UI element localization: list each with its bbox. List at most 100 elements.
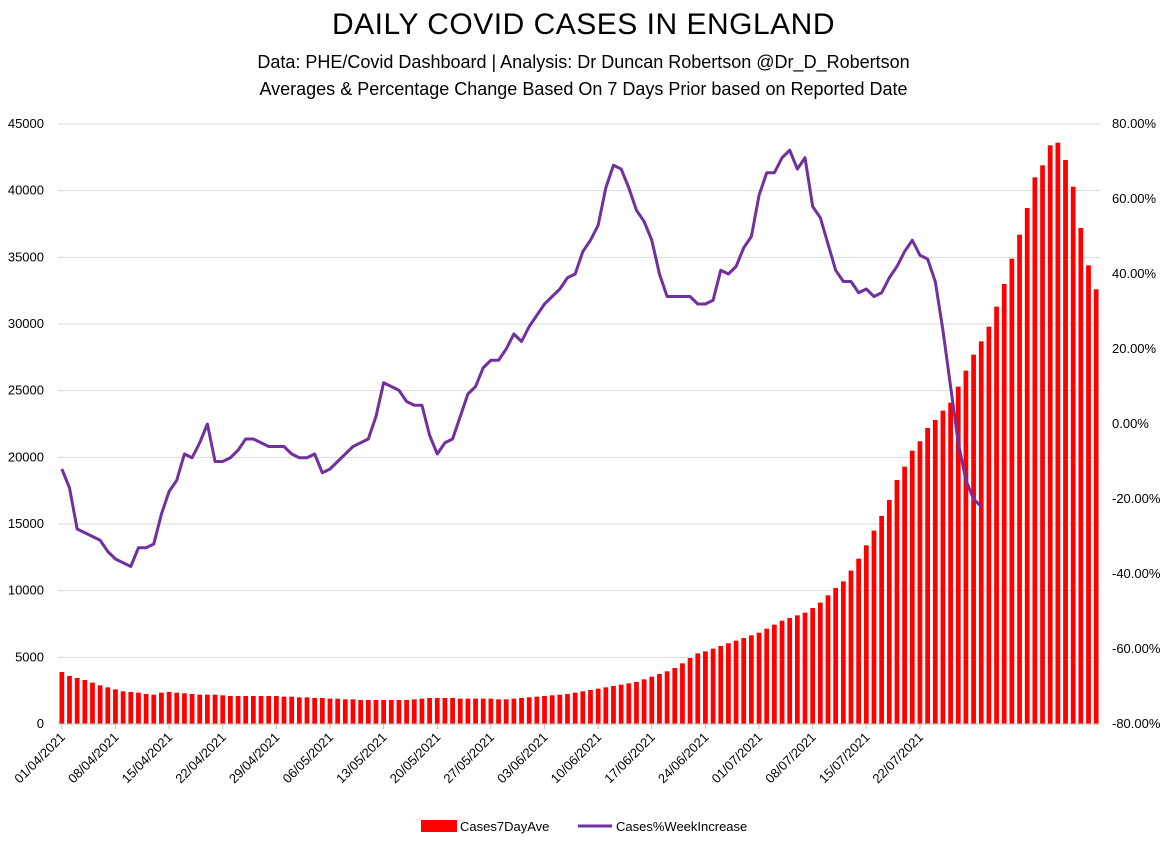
bar [825,595,831,724]
bar [136,692,141,724]
bar [986,326,992,724]
bar [971,354,976,724]
y-right-tick-label: 60.00% [1112,191,1157,206]
bar [955,386,961,724]
bar [802,612,808,724]
bar [511,698,517,724]
bar [1078,228,1084,724]
bar [312,698,318,724]
bar [542,696,547,724]
bar [1040,165,1045,725]
y-right-tick-label: 0.00% [1112,416,1149,431]
bar [557,694,563,724]
bar [296,697,302,724]
bar [925,428,930,724]
bar [67,676,72,724]
bar [434,698,440,724]
bar [526,697,532,724]
bar [82,680,88,724]
x-tick-label: 01/04/2021 [11,730,68,787]
bar [266,696,272,724]
bar [480,698,486,724]
bar [419,698,425,724]
bar [833,588,839,724]
bar [917,441,923,724]
y-right-tick-label: -40.00% [1112,566,1161,581]
bar [1063,160,1068,724]
bar [496,699,501,724]
bar [978,341,984,724]
bar [411,699,417,724]
y-right-tick-label: 80.00% [1112,116,1157,131]
bar [197,694,203,724]
bar [948,402,953,724]
bar [741,638,747,724]
x-tick-label: 08/04/2021 [65,730,122,787]
y-right-tick-label: 40.00% [1112,266,1157,281]
bar [710,648,716,724]
bar [258,696,264,724]
x-tick-label: 13/05/2021 [333,730,390,787]
bar [59,672,65,724]
bar [994,306,999,724]
chart-subtitle: Data: PHE/Covid Dashboard | Analysis: Dr… [257,52,910,72]
x-tick-label: 15/04/2021 [119,730,176,787]
x-tick-label: 01/07/2021 [709,730,766,787]
bar [250,696,256,724]
bar [503,699,509,724]
bar [488,698,494,724]
bar-series-cases7dayave [59,142,1099,725]
bar [580,691,586,724]
bar [664,671,670,724]
chart-title: DAILY COVID CASES IN ENGLAND [331,8,836,41]
bar [457,698,463,724]
bar [726,643,731,724]
bar [327,698,333,724]
bar [1009,258,1015,724]
bar [749,635,754,724]
bar [358,700,364,724]
x-tick-label: 15/07/2021 [816,730,873,787]
y-right-tick-label: 20.00% [1112,341,1157,356]
x-tick-label: 06/05/2021 [279,730,336,787]
bar [519,698,524,724]
y-right-tick-label: -20.00% [1112,491,1161,506]
bar [450,698,455,724]
bar [940,410,946,724]
bar [595,688,601,724]
bar [120,691,126,724]
bar [779,620,785,724]
x-tick-label: 20/05/2021 [387,730,444,787]
bar [373,700,379,724]
bar [902,466,908,724]
bar [657,674,662,724]
series-line [60,148,983,568]
bar [228,696,233,724]
bar [143,694,149,724]
y-left-tick-label: 30000 [8,316,44,331]
x-tick-label: 24/06/2021 [655,730,712,787]
bar [1017,234,1022,724]
bar [534,696,540,724]
bar [465,698,471,724]
bar [350,699,356,724]
y-left-tick-label: 25000 [8,383,44,398]
bar [848,570,854,724]
bar [879,516,885,724]
bar [1024,208,1030,724]
bar [1086,265,1091,724]
bar [1001,284,1007,724]
bar [909,450,915,724]
bar [1032,177,1038,725]
bar [159,692,164,724]
y-left-tick-label: 35000 [8,249,44,264]
y-right-tick-label: -80.00% [1112,716,1161,731]
bar [963,370,969,724]
x-tick-label: 10/06/2021 [548,730,605,787]
bar [174,692,180,724]
bar [840,581,846,724]
x-tick-label: 03/06/2021 [494,730,551,787]
bar [703,651,708,724]
bar [618,684,624,724]
x-tick-label: 17/06/2021 [601,730,658,787]
